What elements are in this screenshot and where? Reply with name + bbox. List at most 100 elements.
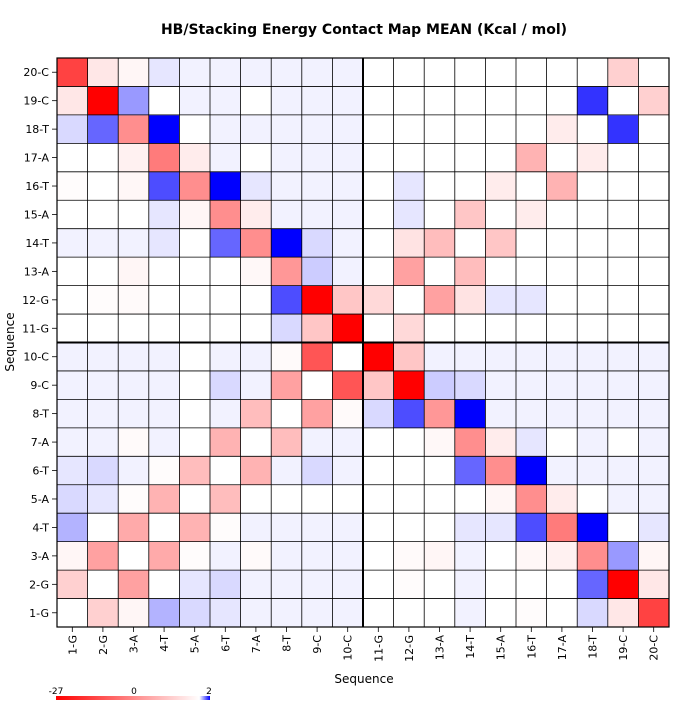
heatmap-cell-5-A-5-A (179, 484, 211, 514)
heatmap-cell-2-G-4-T (148, 570, 180, 599)
heatmap-cell-7-A-6-T (210, 427, 241, 457)
x-tick-label: 3-A (128, 635, 141, 654)
x-tick-label: 19-C (617, 635, 630, 661)
heatmap-cell-12-G-7-A (240, 285, 272, 315)
x-tick-label: 9-C (311, 635, 324, 654)
heatmap-cell-16-T-1-G (57, 171, 88, 201)
y-tick-label: 11-G (22, 322, 49, 335)
heatmap-cell-5-A-4-T (148, 484, 180, 514)
heatmap-cell-5-A-15-A (485, 484, 517, 514)
heatmap-cell-14-T-11-G (363, 228, 394, 258)
heatmap-cell-11-G-5-A (179, 314, 211, 343)
heatmap-cell-10-C-11-G (363, 342, 394, 372)
heatmap-cell-2-G-14-T (454, 570, 486, 599)
heatmap-cell-8-T-4-T (148, 399, 180, 429)
heatmap-cell-19-C-15-A (485, 86, 517, 116)
heatmap-cell-20-C-17-A (546, 58, 578, 87)
heatmap-cell-6-T-18-T (577, 456, 609, 486)
y-tick-label: 6-T (32, 465, 49, 478)
color-scale-min-label: -27 (49, 687, 64, 697)
heatmap-cell-12-G-9-C (301, 285, 333, 315)
heatmap-cell-14-T-15-A (485, 228, 517, 258)
x-tick-label: 20-C (648, 635, 661, 661)
heatmap-cell-9-C-12-G (393, 370, 425, 400)
heatmap-cell-9-C-5-A (179, 370, 211, 400)
heatmap-cell-11-G-9-C (301, 314, 333, 343)
heatmap-cell-9-C-11-G (363, 370, 394, 400)
heatmap-cell-18-T-2-G (87, 114, 119, 144)
heatmap-cell-20-C-10-C (332, 58, 364, 87)
y-tick-label: 17-A (24, 152, 50, 165)
heatmap-cell-16-T-3-A (118, 171, 150, 201)
heatmap-cell-6-T-12-G (393, 456, 425, 486)
heatmap-cell-19-C-8-T (271, 86, 303, 116)
heatmap-cell-4-T-5-A (179, 513, 211, 542)
heatmap-cell-16-T-9-C (301, 171, 333, 201)
heatmap-cell-2-G-13-A (424, 570, 456, 599)
heatmap-cell-6-T-6-T (210, 456, 241, 486)
heatmap-cell-8-T-3-A (118, 399, 150, 429)
heatmap-cell-13-A-5-A (179, 257, 211, 286)
heatmap-cell-10-C-12-G (393, 342, 425, 372)
heatmap-cell-3-A-9-C (301, 541, 333, 571)
heatmap-cell-13-A-2-G (87, 257, 119, 286)
heatmap-cell-1-G-5-A (179, 598, 211, 628)
heatmap-cell-19-C-2-G (87, 86, 119, 116)
heatmap-cell-17-A-20-C (638, 143, 670, 173)
heatmap-cell-11-G-8-T (271, 314, 303, 343)
x-tick-label: 16-T (525, 635, 538, 659)
heatmap-cell-3-A-4-T (148, 541, 180, 571)
heatmap-cell-2-G-12-G (393, 570, 425, 599)
heatmap-cell-7-A-20-C (638, 427, 670, 457)
heatmap-cell-11-G-18-T (577, 314, 609, 343)
heatmap-cell-14-T-3-A (118, 228, 150, 258)
heatmap-cell-20-C-18-T (577, 58, 609, 87)
heatmap-cell-15-A-10-C (332, 200, 364, 229)
heatmap-cell-5-A-6-T (210, 484, 241, 514)
heatmap-cell-6-T-10-C (332, 456, 364, 486)
heatmap-cell-16-T-13-A (424, 171, 456, 201)
heatmap-cell-13-A-18-T (577, 257, 609, 286)
heatmap-cell-1-G-10-C (332, 598, 364, 628)
heatmap-cell-5-A-11-G (363, 484, 394, 514)
heatmap-cell-8-T-17-A (546, 399, 578, 429)
y-tick-label: 12-G (22, 294, 49, 307)
heatmap-cell-11-G-7-A (240, 314, 272, 343)
heatmap-cell-15-A-13-A (424, 200, 456, 229)
heatmap-cell-4-T-2-G (87, 513, 119, 542)
heatmap-cell-6-T-4-T (148, 456, 180, 486)
heatmap-cell-1-G-9-C (301, 598, 333, 628)
heatmap-cell-2-G-1-G (57, 570, 88, 599)
heatmap-cell-5-A-19-C (607, 484, 639, 514)
heatmap-cell-18-T-3-A (118, 114, 150, 144)
heatmap-cell-10-C-17-A (546, 342, 578, 372)
heatmap-cell-2-G-11-G (363, 570, 394, 599)
heatmap-cell-3-A-14-T (454, 541, 486, 571)
heatmap-cell-16-T-10-C (332, 171, 364, 201)
heatmap-cell-12-G-15-A (485, 285, 517, 315)
heatmap-cell-6-T-7-A (240, 456, 272, 486)
heatmap-cell-17-A-5-A (179, 143, 211, 173)
heatmap-cell-12-G-5-A (179, 285, 211, 315)
heatmap-cell-20-C-7-A (240, 58, 272, 87)
heatmap-cell-12-G-12-G (393, 285, 425, 315)
heatmap-cell-3-A-10-C (332, 541, 364, 571)
x-tick-label: 4-T (158, 635, 171, 652)
heatmap-cell-17-A-17-A (546, 143, 578, 173)
heatmap-cell-19-C-18-T (577, 86, 609, 116)
heatmap-cell-1-G-8-T (271, 598, 303, 628)
heatmap-cell-8-T-1-G (57, 399, 88, 429)
heatmap-cell-9-C-15-A (485, 370, 517, 400)
x-tick-label: 13-A (434, 635, 447, 661)
heatmap-cell-18-T-10-C (332, 114, 364, 144)
heatmap-cell-4-T-6-T (210, 513, 241, 542)
heatmap-cell-9-C-1-G (57, 370, 88, 400)
heatmap-cell-12-G-4-T (148, 285, 180, 315)
heatmap-cell-14-T-14-T (454, 228, 486, 258)
heatmap-cell-8-T-14-T (454, 399, 486, 429)
x-tick-label: 1-G (66, 635, 79, 655)
heatmap-cell-4-T-20-C (638, 513, 670, 542)
heatmap-cell-4-T-16-T (516, 513, 547, 542)
heatmap-cell-18-T-14-T (454, 114, 486, 144)
heatmap-cell-8-T-7-A (240, 399, 272, 429)
